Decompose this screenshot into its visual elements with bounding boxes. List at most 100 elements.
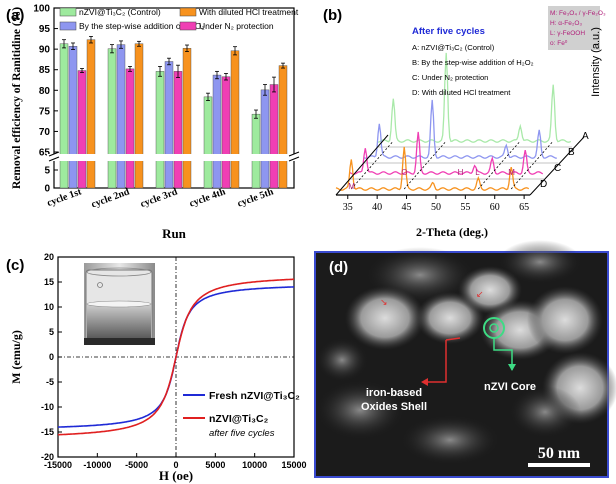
y-tick-label: 95 (39, 24, 51, 35)
scale-bar (528, 463, 590, 467)
legend-swatch (59, 7, 77, 17)
x-tick-label: cycle 4th (188, 186, 227, 209)
peak-marker: L (475, 168, 480, 177)
legend-swatch (59, 21, 77, 31)
panel-c-inset-photo (84, 263, 155, 345)
x-tick-label: 35 (343, 202, 353, 213)
panel-c-ticks: -15000 -10000 -5000 0 5000 10000 15000 -20 -15 -1… (41, 252, 307, 470)
core-circle-inner (489, 323, 499, 333)
panel-c-curves (58, 278, 294, 436)
y-tick-label: -5 (46, 377, 54, 387)
y-tick-label: 5 (44, 166, 50, 177)
legend-entry: C: Under N₂ protection (412, 73, 488, 82)
shell-arrowhead (421, 378, 428, 386)
x-tick-label: 0 (173, 460, 178, 470)
peak-guide (350, 140, 394, 190)
panel-a-tag: (a) (6, 7, 24, 24)
bar (212, 74, 222, 189)
x-tick-label: 40 (372, 202, 382, 213)
legend-label: With diluted HCl treatment (199, 7, 299, 17)
x-tick-label: 10000 (242, 460, 267, 470)
depth-axis-left (335, 134, 389, 196)
x-tick-label: -5000 (125, 460, 148, 470)
bar (77, 70, 87, 189)
y-tick-label: 0 (44, 184, 50, 195)
legend-entry: A: nZVI@Ti₃C₂ (Control) (412, 43, 495, 52)
y-tick-label: 0 (49, 352, 54, 362)
panel-d-tag: (d) (329, 259, 348, 276)
shell-marker-1: ↘ (380, 297, 388, 307)
y-tick-label: 15 (44, 277, 54, 287)
x-tick-label: -15000 (44, 460, 72, 470)
xrd-curve-A (377, 52, 572, 143)
core-arrowhead (508, 364, 516, 371)
panel-b-axes: 35 40 45 50 55 60 65 M O H L M (335, 134, 585, 213)
bar (164, 61, 174, 189)
bar (59, 43, 69, 189)
bar (260, 89, 270, 189)
legend-swatch (179, 7, 197, 17)
phase-legend-entry: o: Fe⁰ (550, 39, 568, 47)
y-tick-label: 100 (33, 4, 50, 15)
panel-c: (c) -15000 -10000 -5000 0 5000 10000 15000-20-… (6, 252, 307, 483)
bar (173, 71, 183, 189)
peak-marker: O (401, 168, 407, 177)
panel-a-legend: nZVI@Ti₃C₂ (Control) With diluted HCl tre… (59, 7, 299, 31)
panel-c-y-title: M (emu/g) (9, 330, 23, 384)
curve-letter: D (540, 179, 547, 190)
panel-b-legend: After five cycles A: nZVI@Ti₃C₂ (Control)… (412, 6, 606, 97)
panel-b-x-title: 2-Theta (deg.) (416, 225, 488, 239)
y-tick-label: 5 (49, 327, 54, 337)
legend-swatch (179, 21, 197, 31)
tem-particles (315, 240, 616, 465)
panel-c-legend: Fresh nZVI@Ti₃C₂ nZVI@Ti₃C₂ after five c… (183, 390, 300, 439)
xrd-curve-D (335, 146, 530, 191)
bar (230, 50, 240, 189)
panel-b-tag: (b) (323, 7, 342, 24)
x-tick-label: cycle 5th (236, 186, 275, 209)
y-tick-label: 90 (39, 45, 51, 56)
scale-bar-label: 50 nm (538, 445, 581, 462)
phase-legend-entry: L: γ-FeOOH (550, 30, 585, 37)
label-shell-1: iron-based (366, 387, 422, 399)
y-tick-label: -20 (41, 452, 54, 462)
legend-label: By the step-wise addition of H₂O₂ (79, 21, 205, 31)
peak-guide (403, 140, 447, 190)
curve-letter: C (554, 163, 561, 174)
bar (251, 113, 261, 189)
y-tick-label: 10 (44, 302, 54, 312)
bar (269, 84, 279, 189)
peak-guide (510, 140, 554, 190)
legend-entry: B: By the step-wise addition of H₂O₂ (412, 58, 534, 67)
x-tick-label: 65 (519, 202, 529, 213)
panel-a-bars (59, 35, 288, 189)
panel-b-y-title: Intensity (a.u.) (590, 27, 602, 97)
panel-a-x-labels: cycle 1st cycle 2nd cycle 3rd cycle 4th cycl… (46, 186, 276, 210)
label-shell-2: Oxides Shell (361, 401, 427, 413)
y-tick-label: 70 (39, 127, 51, 138)
bar (116, 44, 126, 189)
legend-entry: D: With diluted HCl treatment (412, 88, 511, 97)
shell-marker-2: ↙ (476, 289, 484, 299)
label-core: nZVI Core (484, 381, 536, 393)
y-tick-label: 20 (44, 252, 54, 262)
y-tick-label: 75 (39, 106, 51, 117)
y-tick-label: -10 (41, 402, 54, 412)
panel-d: (d) ↘ ↙ iron-based Oxides Shell nZVI Cor… (314, 240, 616, 478)
peak-marker: H (458, 168, 464, 177)
bar (182, 48, 192, 189)
x-tick-label: 55 (460, 202, 470, 213)
panel-a: (a) 0 5 65 70 75 80 85 90 95 100 cycle 1st cycle 2… (6, 4, 300, 241)
peak-marker: M (508, 168, 515, 177)
core-pointer (493, 338, 513, 370)
phase-legend-entry: H: α-Fe₂O₃ (550, 20, 582, 27)
legend-title: After five cycles (412, 26, 485, 37)
bar (278, 65, 288, 189)
shell-pointer-branch (445, 337, 461, 341)
panel-a-x-title: Run (162, 226, 187, 241)
peak-guide (477, 140, 521, 190)
legend-after-note: after five cycles (209, 428, 275, 439)
bar (155, 71, 165, 189)
